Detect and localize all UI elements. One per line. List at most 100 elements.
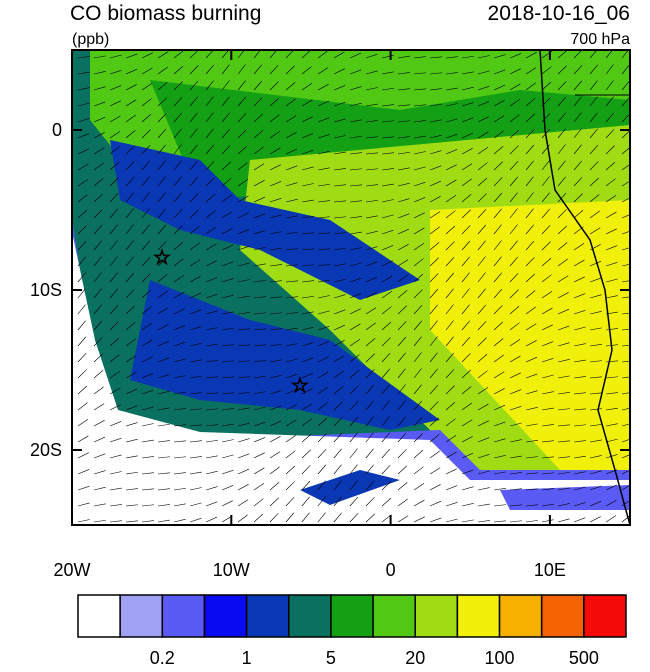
wind-barb (493, 69, 506, 75)
wind-barb (205, 210, 216, 219)
wind-barb (493, 288, 503, 299)
wind-barb (621, 484, 630, 491)
wind-barb (541, 307, 553, 315)
wind-barb (189, 471, 202, 475)
wind-barb (301, 133, 314, 139)
wind-barb (493, 321, 504, 331)
wind-barb (461, 452, 474, 459)
wind-barb (621, 96, 630, 107)
wind-barb (477, 208, 487, 219)
wind-barb (461, 336, 471, 347)
wind-barb (541, 257, 552, 267)
wind-barb (509, 289, 519, 299)
wind-barb (541, 407, 554, 411)
wind-barb (509, 389, 522, 395)
wind-barb (477, 240, 486, 251)
wind-barb (397, 368, 406, 379)
wind-barb (205, 486, 218, 491)
wind-barb (109, 177, 119, 187)
wind-barb (237, 438, 250, 443)
wind-barb (205, 516, 218, 523)
wind-barb (317, 480, 326, 491)
wind-barb (93, 209, 103, 219)
wind-barb (189, 424, 202, 427)
wind-barb (285, 465, 296, 475)
wind-barb (221, 423, 234, 427)
wind-barb (285, 215, 298, 219)
wind-barb (253, 246, 266, 251)
wind-barb (477, 503, 490, 507)
wind-barb (525, 456, 538, 459)
wind-barb (221, 454, 234, 459)
wind-barb (189, 359, 202, 363)
wind-barb (317, 512, 326, 523)
wind-barb (125, 272, 135, 283)
wind-barb (333, 101, 346, 107)
wind-barb (237, 112, 247, 123)
wind-barb (333, 68, 345, 75)
wind-barb (477, 256, 486, 267)
wind-barb (253, 452, 265, 459)
wind-barb (621, 454, 630, 459)
wind-barb (429, 336, 438, 347)
wind-barb (509, 208, 518, 219)
wind-barb (461, 288, 470, 299)
wind-barb (77, 118, 90, 123)
wind-barb (493, 488, 506, 491)
wind-barb (429, 119, 442, 123)
field (430, 200, 630, 470)
wind-barb (381, 465, 391, 475)
wind-barb (509, 53, 522, 59)
wind-barb (141, 423, 154, 427)
wind-barb (413, 227, 425, 235)
wind-barb (509, 240, 518, 251)
wind-barb (525, 208, 534, 219)
wind-barb (77, 485, 90, 491)
wind-barb (205, 277, 218, 283)
wind-barb (605, 211, 617, 219)
wind-barb (381, 368, 391, 379)
wind-barb (605, 80, 614, 91)
wind-barb (477, 337, 487, 347)
wind-barb (397, 515, 409, 523)
wind-barb (253, 97, 263, 107)
wind-barb (365, 53, 378, 59)
lon-label: 10E (534, 560, 566, 580)
wind-barb (461, 272, 470, 283)
wind-barb (77, 102, 90, 107)
wind-barb (557, 96, 567, 107)
wind-barb (381, 481, 391, 491)
field (300, 470, 400, 505)
wind-barb (573, 193, 583, 203)
wind-barb (285, 296, 298, 299)
wind-barb (301, 342, 314, 347)
wind-barb (205, 96, 214, 107)
wind-barb (589, 327, 602, 331)
wind-barb (93, 519, 106, 523)
wind-barb (141, 83, 153, 91)
wind-barb (509, 305, 520, 315)
wind-barb (573, 326, 586, 331)
wind-barb (445, 210, 456, 219)
wind-barb (429, 352, 438, 363)
wind-barb (397, 465, 408, 475)
wind-barb (573, 177, 583, 187)
wind-barb (253, 213, 266, 219)
wind-barb (77, 288, 86, 299)
wind-barb (493, 208, 502, 219)
wind-barb (493, 130, 504, 139)
wind-barb (157, 224, 167, 235)
wind-barb (269, 328, 282, 331)
wind-barb (333, 324, 346, 331)
wind-barb (253, 80, 263, 91)
wind-barb (93, 304, 102, 315)
wind-barb (557, 160, 566, 171)
wind-barb (589, 344, 602, 347)
wind-barb (525, 98, 536, 107)
wind-barb (445, 149, 458, 155)
wind-barb (317, 433, 327, 443)
wind-barb (477, 70, 490, 75)
wind-barb (461, 486, 474, 491)
wind-barb (397, 290, 408, 299)
wind-barb (93, 453, 106, 459)
